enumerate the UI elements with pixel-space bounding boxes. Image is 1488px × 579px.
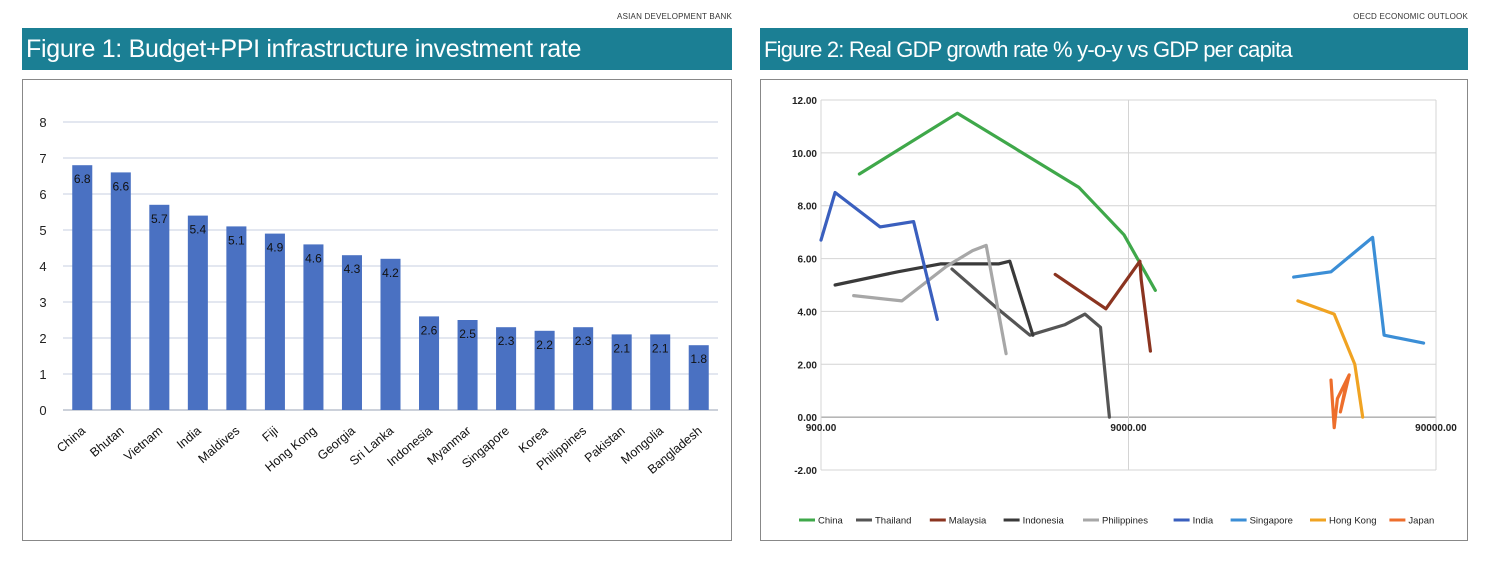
y-tick-label: 6.00: [798, 255, 818, 266]
bar-data-label: 2.1: [652, 341, 669, 355]
bar-data-label: 6.8: [74, 172, 91, 186]
bar-data-label: 4.3: [344, 262, 361, 276]
bar: [457, 320, 478, 410]
x-tick-label: 9000.00: [1110, 423, 1147, 434]
figure1-chart-box: 0 1 2 3 4 5 6 7 8 6.8 China 6.6 Bhutan 5.7 Vietnam 5.4 I…: [22, 79, 732, 541]
legend-entry: China: [818, 516, 844, 527]
x-tick-label: 900.00: [806, 423, 837, 434]
series-line-indonesia: [833, 259, 1035, 337]
series-line-thailand: [950, 267, 1111, 419]
legend-entry: Japan: [1408, 516, 1434, 527]
bar-data-label: 4.2: [382, 266, 399, 280]
bar: [380, 258, 401, 410]
x-category-label: Maldives: [196, 424, 243, 466]
bar-data-label: 1.8: [690, 352, 707, 366]
y-tick-label: 1: [39, 367, 46, 382]
figure1-source: ASIAN DEVELOPMENT BANK: [617, 12, 732, 21]
series-line-philippines: [852, 243, 1008, 356]
bar: [611, 334, 632, 410]
bar: [496, 327, 517, 410]
x-category-label: Bhutan: [87, 424, 126, 460]
bar-data-label: 5.1: [228, 233, 245, 247]
y-tick-label: 7: [39, 151, 46, 166]
y-tick-label: 2: [39, 331, 46, 346]
series-line-china: [857, 111, 1157, 292]
bar-data-label: 2.5: [459, 327, 476, 341]
bar: [72, 165, 93, 410]
bar-data-label: 4.9: [267, 241, 284, 255]
y-tick-label: 8: [39, 115, 46, 130]
x-category-label: Vietnam: [121, 424, 165, 464]
x-category-label: Korea: [516, 424, 551, 456]
figure1-title-bar: Figure 1: Budget+PPI infrastructure inve…: [22, 28, 732, 70]
bar-data-label: 2.3: [498, 334, 515, 348]
series-line-hong-kong: [1296, 299, 1365, 419]
bar-data-label: 2.1: [613, 341, 630, 355]
bar: [688, 345, 709, 410]
legend-entry: Thailand: [875, 516, 911, 527]
legend-entry: Hong Kong: [1329, 516, 1377, 527]
x-category-label: India: [174, 424, 204, 452]
y-tick-label: 8.00: [798, 202, 818, 213]
y-tick-label: 10.00: [792, 149, 817, 160]
y-tick-label: 2.00: [798, 360, 818, 371]
y-tick-label: 12.00: [792, 96, 817, 107]
bar: [226, 226, 247, 410]
figure2-title: Figure 2: Real GDP growth rate % y-o-y v…: [764, 37, 1293, 62]
bar: [573, 327, 594, 410]
legend-entry: India: [1193, 516, 1214, 527]
y-tick-label: 4: [39, 259, 46, 274]
y-tick-label: 0.00: [798, 413, 818, 424]
legend-entry: Indonesia: [1023, 516, 1065, 527]
legend-entry: Malaysia: [949, 516, 987, 527]
y-tick-label: -2.00: [794, 466, 817, 477]
series-line-india: [819, 190, 939, 321]
bar-data-label: 5.7: [151, 212, 168, 226]
bar-data-label: 2.3: [575, 334, 592, 348]
bar: [534, 330, 555, 410]
bar-data-label: 4.6: [305, 251, 322, 265]
bar: [187, 215, 208, 410]
y-tick-label: 0: [39, 403, 46, 418]
y-tick-label: 3: [39, 295, 46, 310]
bar-data-label: 6.6: [112, 179, 129, 193]
bar-data-label: 2.2: [536, 338, 553, 352]
bar: [650, 334, 671, 410]
series-line-singapore: [1292, 235, 1426, 345]
series-line-japan: [1329, 373, 1351, 430]
y-tick-label: 5: [39, 223, 46, 238]
figure2-title-bar: Figure 2: Real GDP growth rate % y-o-y v…: [760, 28, 1468, 70]
figure2-source: OECD ECONOMIC OUTLOOK: [1353, 12, 1468, 21]
bar-data-label: 2.6: [421, 323, 438, 337]
bar: [110, 172, 131, 410]
x-category-label: Fiji: [260, 424, 281, 445]
y-tick-label: 6: [39, 187, 46, 202]
bar: [303, 244, 324, 410]
legend-entry: Philippines: [1102, 516, 1148, 527]
legend-entry: Singapore: [1250, 516, 1293, 527]
figure2-line-chart: -2.00 0.00 2.00 4.00 6.00 8.00 10.00 12.00 900.0…: [792, 96, 1457, 527]
bar: [149, 204, 170, 410]
figure1-bar-chart: 0 1 2 3 4 5 6 7 8 6.8 China 6.6 Bhutan 5.7 Vietnam 5.4 I…: [39, 115, 718, 477]
x-category-label: China: [54, 424, 88, 456]
x-tick-label: 90000.00: [1415, 423, 1457, 434]
y-tick-label: 4.00: [798, 307, 818, 318]
bar: [419, 316, 440, 410]
bar: [264, 233, 285, 410]
bar: [341, 255, 362, 410]
figure1-title: Figure 1: Budget+PPI infrastructure inve…: [26, 35, 582, 63]
bar-data-label: 5.4: [190, 223, 207, 237]
figure2-chart-box: -2.00 0.00 2.00 4.00 6.00 8.00 10.00 12.00 900.0…: [760, 79, 1468, 541]
series-line-malaysia: [1053, 259, 1152, 353]
